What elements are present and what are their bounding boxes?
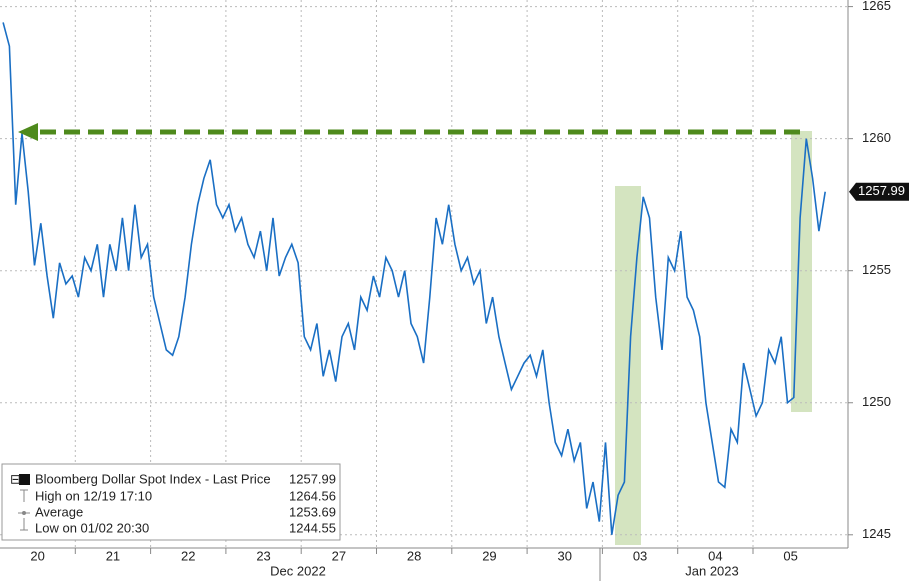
highlight-band [615, 186, 641, 545]
grid [0, 0, 848, 548]
month-label: Jan 2023 [685, 563, 739, 578]
y-tick-label: 1265 [862, 0, 891, 13]
x-tick-label: 03 [633, 548, 647, 563]
x-tick-label: 05 [783, 548, 797, 563]
x-tick-label: 21 [106, 548, 120, 563]
plot [2, 22, 826, 535]
x-tick-label: 04 [708, 548, 722, 563]
last-price-label: 1257.99 [858, 183, 905, 198]
x-tick-label: 30 [558, 548, 572, 563]
y-tick-label: 1255 [862, 262, 891, 277]
y-tick-label: 1260 [862, 130, 891, 145]
legend: ⊟ Bloomberg Dollar Spot Index - Last Pri… [1, 463, 341, 541]
x-tick-label: 29 [482, 548, 496, 563]
legend-label: Low on 01/02 20:30 [35, 520, 149, 535]
month-label: Dec 2022 [270, 563, 326, 578]
legend-label: High on 12/19 17:10 [35, 488, 152, 503]
y-tick-label: 1250 [862, 394, 891, 409]
legend-swatch [19, 474, 30, 485]
legend-icon: ⊟ [10, 471, 21, 486]
price-line [2, 22, 826, 535]
y-tick-label: 1245 [862, 526, 891, 541]
arrow-head [18, 123, 38, 141]
legend-value: 1264.56 [289, 488, 336, 503]
x-tick-label: 27 [332, 548, 346, 563]
legend-value: 1253.69 [289, 504, 336, 519]
x-tick-label: 20 [30, 548, 44, 563]
x-tick-label: 22 [181, 548, 195, 563]
legend-icon [22, 511, 26, 515]
x-tick-label: 28 [407, 548, 421, 563]
legend-label: Average [35, 504, 83, 519]
last-price-tag [849, 182, 909, 201]
legend-value: 1257.99 [289, 471, 336, 486]
legend-label: Bloomberg Dollar Spot Index - Last Price [35, 471, 271, 486]
x-tick-label: 23 [256, 548, 270, 563]
legend-value: 1244.55 [289, 520, 336, 535]
legend-box [1, 463, 341, 541]
